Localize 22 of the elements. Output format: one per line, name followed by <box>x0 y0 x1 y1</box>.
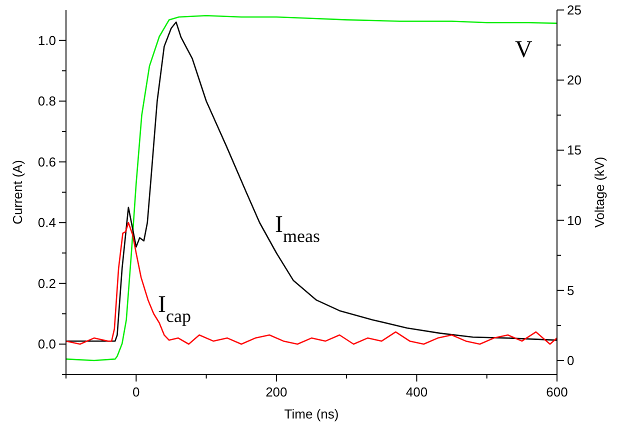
y-tick-label: 0.6 <box>38 154 56 170</box>
x-tick-label: 400 <box>406 384 428 400</box>
y2-tick-label: 0 <box>567 352 574 368</box>
series-label: I$_{meas}$ <box>275 212 320 246</box>
y-tick-label: 0.8 <box>38 94 56 109</box>
y2-tick-label: 15 <box>567 142 582 158</box>
x-tick-label: 200 <box>266 384 288 400</box>
y-axis-title: Current (A) <box>10 160 25 224</box>
y2-tick-label: 20 <box>567 72 582 88</box>
x-tick-label: 600 <box>546 384 568 400</box>
series-label: I$_{cap}$ <box>158 292 191 326</box>
text: 1.0 <box>38 32 56 48</box>
y-tick-label: 0.2 <box>38 276 56 291</box>
series-label: V <box>515 37 533 63</box>
y-tick-label: 0.4 <box>38 215 56 230</box>
text: 0.0 <box>38 336 56 352</box>
y2-tick-label: 25 <box>567 2 582 18</box>
x-axis-title: Time (ns) <box>284 406 339 422</box>
y2-tick-label: 10 <box>567 212 582 228</box>
x-tick-label: 0 <box>132 384 140 400</box>
y2-axis-title: Voltage (kV) <box>592 156 607 228</box>
y2-tick-label: 5 <box>567 282 574 298</box>
